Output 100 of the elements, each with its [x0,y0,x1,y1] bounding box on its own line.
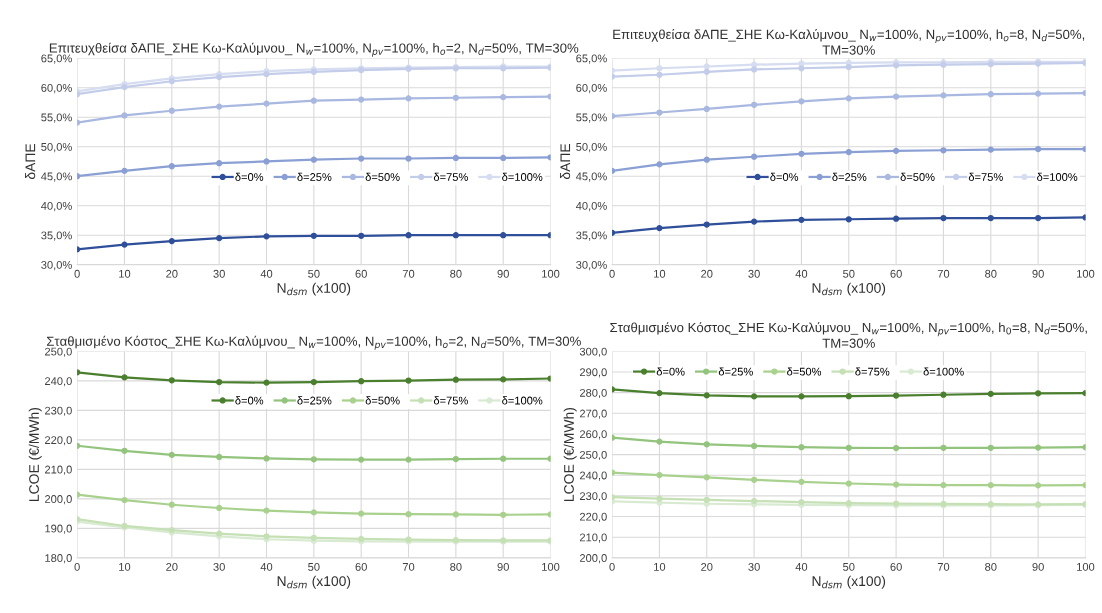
x-axis-title: N$_{dsm}$ (x100) [812,282,886,296]
x-tick-label: 40 [795,562,808,571]
y-tick-label: 220,0 [45,436,72,446]
x-tick-label: 10 [654,562,666,571]
legend-label: δ=25% [297,396,332,405]
y-tick-label: 220,0 [579,512,607,522]
x-tick-label: 100 [542,562,560,571]
x-tick-label: 80 [450,269,462,278]
x-tick-label: 70 [402,269,415,278]
y-tick-label: 210,0 [45,465,72,475]
legend-label: δ=25% [718,367,753,376]
x-tick-label: 70 [402,562,415,571]
y-tick-label: 240,0 [45,377,72,387]
y-tick-label: 60,0% [576,83,607,94]
y-tick-label: 300,0 [579,347,607,357]
legend-label: δ=100% [1037,172,1078,181]
chart-title: Σταθμισμένο Κόστος_ΣΗΕ Κω-Καλύμνου_ N$_{w}$=100%, N$_{pv}$=100%, h$_{0}$=8, N$_{d}$=50%, TM=30% [610,322,1087,348]
legend-label: δ=75% [968,172,1003,181]
legend-label: δ=75% [433,396,468,405]
x-tick-label: 50 [843,269,855,278]
x-tick-label: 80 [450,562,462,571]
x-axis-title: N$_{dsm}$ (x100) [277,282,351,296]
legend-label: δ=75% [433,172,468,181]
legend-label: δ=100% [923,367,964,376]
x-tick-label: 60 [890,562,902,571]
y-axis-title: LCOE (€/MWh) [28,408,42,501]
legend-label: δ=25% [832,172,867,181]
x-tick-label: 80 [985,269,997,278]
y-tick-label: 180,0 [45,554,72,564]
x-tick-label: 0 [74,269,80,278]
x-tick-label: 20 [166,562,178,571]
chart-title: Επιτευχθείσα δΑΠΕ_ΣΗΕ Κω-Καλύμνου_ N$_{w}$=100%, N$_{pv}$=100%, h$_{o}$=8, N$_{d}$=50%, TM=30% [613,29,1085,55]
y-tick-label: 290,0 [579,368,607,378]
legend-label: δ=0% [235,172,264,181]
legend-label: δ=50% [900,172,935,181]
x-tick-label: 80 [985,562,997,571]
x-axis-title: N$_{dsm}$ (x100) [812,575,886,589]
x-tick-label: 70 [937,562,950,571]
y-tick-label: 50,0% [41,142,72,153]
x-tick-label: 40 [260,269,273,278]
y-tick-label: 30,0% [576,260,607,271]
x-tick-label: 60 [355,269,367,278]
x-tick-label: 90 [1032,269,1044,278]
x-tick-label: 20 [701,269,713,278]
x-tick-label: 90 [1032,562,1044,571]
x-tick-label: 50 [843,562,855,571]
y-tick-label: 45,0% [575,172,607,182]
x-tick-label: 100 [1077,562,1095,571]
y-tick-label: 65,0% [576,54,607,64]
x-tick-label: 30 [748,562,760,571]
y-tick-label: 230,0 [45,406,72,416]
y-axis-title: δΑΠΕ [25,143,36,180]
y-tick-label: 190,0 [45,524,72,534]
y-tick-label: 260,0 [579,430,607,440]
legend-label: δ=0% [770,172,799,181]
y-tick-label: 45,0% [41,172,72,182]
x-axis-title: N$_{dsm}$ (x100) [277,575,351,589]
legend-label: δ=0% [235,396,264,405]
y-tick-label: 55,0% [41,113,72,123]
y-axis-title: LCOE (€/MWh) [563,408,577,501]
x-tick-label: 0 [74,562,80,571]
x-tick-label: 60 [355,562,367,571]
x-tick-label: 40 [795,269,808,278]
x-tick-label: 30 [213,562,225,571]
y-tick-label: 200,0 [45,495,72,505]
y-tick-label: 55,0% [576,113,607,123]
x-tick-label: 50 [308,269,320,278]
x-tick-label: 40 [260,562,273,571]
y-tick-label: 280,0 [579,388,607,399]
legend-label: δ=50% [365,396,400,405]
legend-label: δ=0% [656,367,685,376]
y-tick-label: 40,0% [575,201,607,212]
legend-label: δ=50% [365,172,400,181]
legend-label: δ=75% [855,367,890,376]
y-tick-label: 210,0 [579,533,607,543]
y-tick-label: 65,0% [41,54,72,64]
y-tick-label: 250,0 [579,450,607,461]
y-tick-label: 40,0% [41,201,72,212]
x-tick-label: 0 [609,562,615,571]
legend-label: δ=50% [787,367,822,376]
x-tick-label: 10 [654,269,666,278]
x-tick-label: 100 [542,269,560,278]
x-tick-label: 0 [609,269,615,278]
y-tick-label: 50,0% [576,142,607,153]
x-tick-label: 30 [748,269,760,278]
y-axis-title: δΑΠΕ [559,143,571,180]
x-tick-label: 60 [890,269,902,278]
y-tick-label: 35,0% [41,231,72,241]
y-tick-label: 250,0 [45,347,72,357]
y-tick-label: 270,0 [579,409,607,419]
y-tick-label: 30,0% [41,260,72,271]
x-tick-label: 10 [119,269,131,278]
y-tick-label: 200,0 [579,554,607,564]
y-tick-label: 230,0 [579,492,607,502]
x-tick-label: 70 [937,269,950,278]
y-tick-label: 35,0% [576,231,607,241]
y-tick-label: 240,0 [579,471,607,481]
x-tick-label: 90 [497,269,509,278]
x-tick-label: 20 [701,562,713,571]
legend-label: δ=100% [502,172,543,181]
